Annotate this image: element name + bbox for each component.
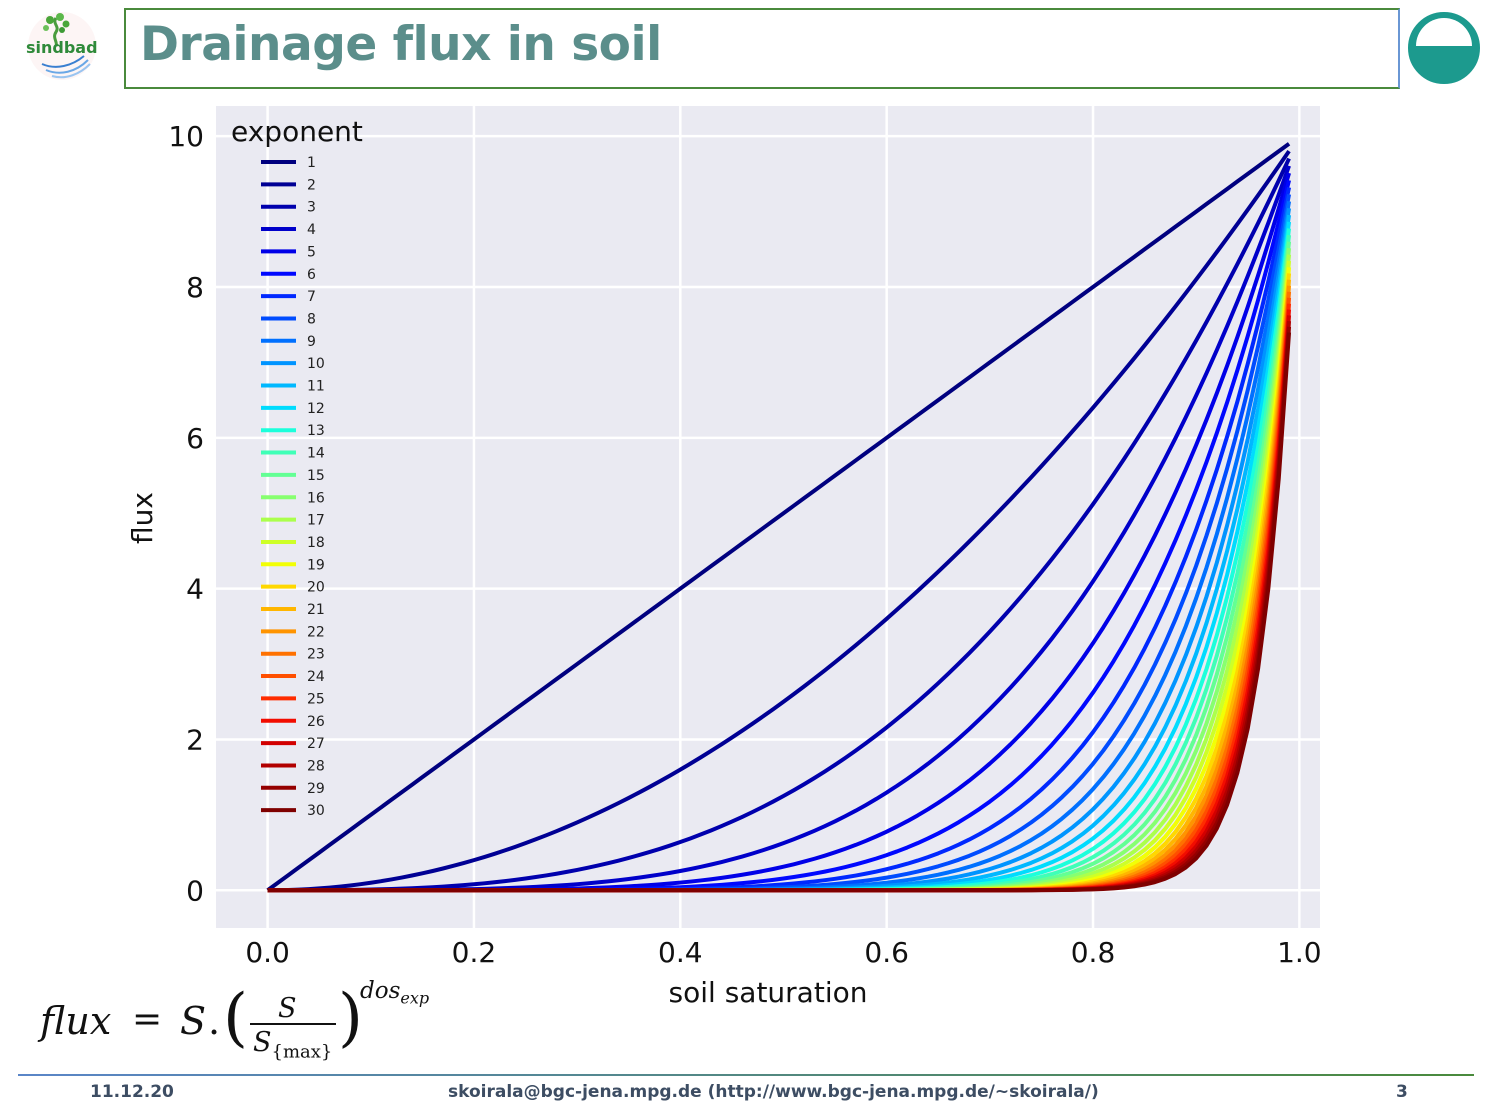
svg-text:sindbad: sindbad xyxy=(26,38,98,57)
x-tick-label: 0.6 xyxy=(864,936,909,969)
legend-label: 15 xyxy=(307,468,325,484)
legend-label: 18 xyxy=(307,535,325,551)
legend-label: 14 xyxy=(307,446,325,462)
sindbad-logo-icon: sindbad xyxy=(26,12,98,80)
formula-exponent-base: dos xyxy=(360,978,401,1004)
legend-label: 17 xyxy=(307,513,325,529)
title-box: Drainage flux in soil xyxy=(124,8,1400,89)
legend-label: 9 xyxy=(307,334,316,350)
grid-lines xyxy=(216,106,1320,928)
legend-label: 6 xyxy=(307,267,316,283)
formula-numerator: S xyxy=(278,993,297,1024)
y-tick-label: 6 xyxy=(186,422,204,455)
flux-formula: flux = S . ( S S{max} ) dosexp xyxy=(40,975,460,1065)
legend-label: 11 xyxy=(307,379,325,395)
legend-label: 4 xyxy=(307,222,316,238)
x-tick-label: 1.0 xyxy=(1277,936,1322,969)
legend-label: 16 xyxy=(307,490,325,506)
legend-label: 3 xyxy=(307,200,316,216)
slide-title: Drainage flux in soil xyxy=(140,17,662,72)
x-tick-label: 0.4 xyxy=(658,936,703,969)
legend-label: 19 xyxy=(307,557,325,573)
legend-label: 13 xyxy=(307,423,325,439)
x-tick-label: 0.0 xyxy=(245,936,290,969)
footer-page-number: 3 xyxy=(1396,1082,1408,1102)
y-axis-label: flux xyxy=(126,492,159,544)
y-tick-label: 4 xyxy=(186,573,204,606)
legend-label: 23 xyxy=(307,647,325,663)
legend-label: 28 xyxy=(307,758,325,774)
legend-label: 1 xyxy=(307,155,316,171)
series-line-exp-3 xyxy=(267,157,1291,893)
legend-label: 27 xyxy=(307,736,325,752)
formula-paren-right: ) xyxy=(338,981,363,1055)
formula-exponent: dosexp xyxy=(360,978,429,1008)
legend-label: 12 xyxy=(307,401,325,417)
x-axis-ticks: 0.0 0.2 0.4 0.6 0.8 1.0 xyxy=(245,936,1321,969)
footer-date: 11.12.20 xyxy=(90,1082,174,1102)
half-filled-circle-logo-icon xyxy=(1406,10,1482,86)
series-lines xyxy=(266,142,1292,893)
legend-label: 2 xyxy=(307,177,316,193)
y-tick-label: 10 xyxy=(168,120,204,153)
formula-denominator-sub: {max} xyxy=(271,1041,333,1063)
formula-equals: = xyxy=(132,999,163,1040)
legend: exponent 1234567891011121314151617181920… xyxy=(231,115,363,819)
legend-label: 21 xyxy=(307,602,325,618)
legend-label: 30 xyxy=(307,803,325,819)
formula-denominator-base: S xyxy=(253,1027,272,1058)
y-tick-label: 0 xyxy=(186,874,204,907)
legend-label: 29 xyxy=(307,781,325,797)
formula-dot: . xyxy=(208,999,221,1043)
footer-divider xyxy=(18,1074,1474,1076)
x-tick-label: 0.2 xyxy=(452,936,497,969)
legend-label: 24 xyxy=(307,669,325,685)
plot-background xyxy=(216,106,1320,928)
series-line-exp-30 xyxy=(267,332,1292,893)
legend-label: 5 xyxy=(307,244,316,260)
formula-lhs: flux xyxy=(40,999,112,1043)
legend-label: 10 xyxy=(307,356,325,372)
legend-label: 20 xyxy=(307,580,325,596)
formula-exponent-sub: exp xyxy=(400,988,430,1008)
series-line-exp-1 xyxy=(266,142,1291,892)
legend-label: 26 xyxy=(307,714,325,730)
x-tick-label: 0.8 xyxy=(1071,936,1116,969)
legend-label: 22 xyxy=(307,624,325,640)
formula-fraction-bar xyxy=(250,1023,336,1025)
formula-s: S xyxy=(180,999,207,1043)
series-line-exp-2 xyxy=(267,150,1291,893)
footer-contact: skoirala@bgc-jena.mpg.de (http://www.bgc… xyxy=(448,1082,1099,1102)
y-tick-label: 2 xyxy=(186,723,204,756)
x-axis-label: soil saturation xyxy=(669,976,868,1009)
y-axis-ticks: 0 2 4 6 8 10 xyxy=(168,120,204,907)
legend-title: exponent xyxy=(231,115,363,148)
legend-label: 25 xyxy=(307,691,325,707)
legend-label: 7 xyxy=(307,289,316,305)
formula-denominator: S{max} xyxy=(253,1027,332,1062)
y-tick-label: 8 xyxy=(186,271,204,304)
legend-label: 8 xyxy=(307,311,316,327)
sindbad-logo: sindbad xyxy=(22,8,106,84)
formula-paren-left: ( xyxy=(223,981,248,1055)
